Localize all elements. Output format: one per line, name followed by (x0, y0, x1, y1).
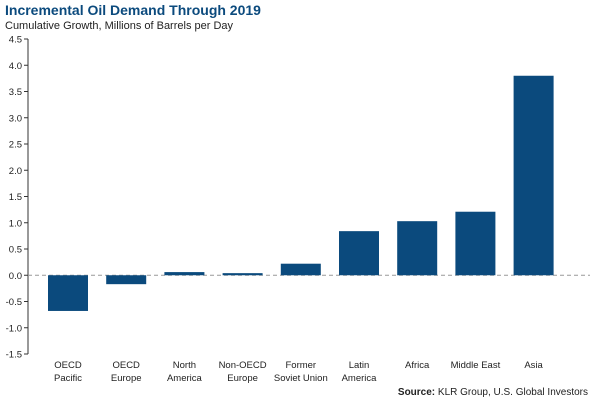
x-tick-label: OECD (54, 360, 82, 371)
y-tick-label: 4.0 (9, 61, 22, 72)
y-tick-label: -1.0 (6, 323, 22, 334)
source-note: Source: KLR Group, U.S. Global Investors (398, 387, 588, 398)
bar (397, 221, 438, 276)
bar (106, 275, 147, 285)
bar (339, 231, 379, 276)
y-tick-label: 3.5 (9, 87, 22, 98)
y-axis: 4.5 4.0 3.5 3.0 2.5 2.0 1.5 1.0 0.5 0.0 -0.5 -1.0 -1… (6, 35, 590, 361)
bar (455, 211, 496, 276)
x-tick-label: America (167, 373, 203, 384)
x-tick-label: America (342, 373, 378, 384)
x-tick-label: Middle East (451, 360, 501, 371)
y-tick-label: 3.0 (9, 113, 22, 124)
x-tick-label: Africa (405, 360, 430, 371)
x-tick-label: North (173, 360, 196, 371)
x-tick-label: Non-OECD (219, 360, 267, 371)
x-tick-label: Europe (111, 373, 142, 384)
x-axis-labels: OECD Pacific OECD Europe North America Non-OEC… (54, 360, 544, 384)
chart-subtitle: Cumulative Growth, Millions of Barrels p… (5, 20, 234, 32)
x-tick-label: Pacific (54, 373, 82, 384)
bar (280, 263, 321, 276)
y-tick-label: 2.0 (9, 166, 22, 177)
x-tick-label: Soviet Union (274, 373, 328, 384)
bars (48, 75, 554, 311)
bar (222, 273, 263, 276)
y-tick-label: 0.0 (9, 271, 22, 282)
bar (164, 272, 205, 276)
source-text: KLR Group, U.S. Global Investors (437, 387, 588, 398)
y-tick-label: 2.5 (9, 140, 22, 151)
y-tick-label: 1.5 (9, 192, 22, 203)
y-tick-label: -0.5 (6, 297, 22, 308)
y-tick-label: 1.0 (9, 218, 22, 229)
x-tick-label: Asia (524, 360, 543, 371)
bar (48, 275, 88, 311)
x-tick-label: Latin (349, 360, 370, 371)
x-tick-label: OECD (112, 360, 140, 371)
bar (513, 75, 554, 276)
y-tick-label: 0.5 (9, 245, 22, 256)
chart-title: Incremental Oil Demand Through 2019 (5, 2, 261, 18)
x-tick-label: Europe (227, 373, 258, 384)
source-label: Source: (397, 387, 436, 398)
y-tick-label: -1.5 (6, 350, 22, 361)
x-tick-label: Former (285, 360, 316, 371)
y-tick-label: 4.5 (9, 35, 22, 46)
